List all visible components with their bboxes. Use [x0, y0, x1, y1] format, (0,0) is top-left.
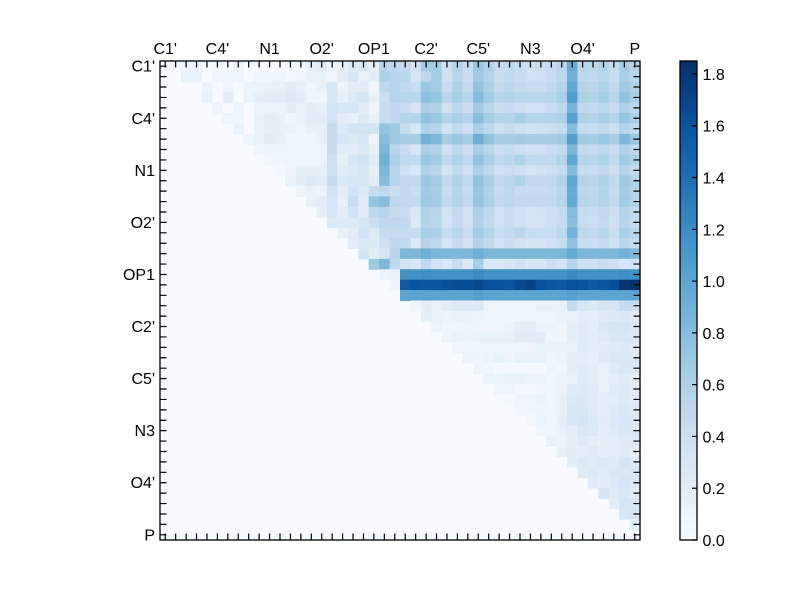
svg-text:1.2: 1.2: [703, 222, 725, 239]
svg-text:C5': C5': [131, 371, 155, 388]
svg-text:C5': C5': [467, 41, 491, 58]
svg-text:1.6: 1.6: [703, 119, 725, 136]
svg-text:O2': O2': [309, 41, 333, 58]
svg-text:0.0: 0.0: [703, 533, 725, 550]
svg-text:N3: N3: [520, 41, 541, 58]
svg-text:P: P: [144, 527, 155, 544]
svg-text:C4': C4': [131, 111, 155, 128]
svg-text:1.0: 1.0: [703, 274, 725, 291]
svg-text:O4': O4': [131, 475, 155, 492]
svg-text:C1': C1': [131, 59, 155, 76]
svg-text:C4': C4': [206, 41, 230, 58]
svg-text:0.6: 0.6: [703, 378, 725, 395]
svg-text:OP1: OP1: [358, 41, 390, 58]
svg-text:N3: N3: [135, 423, 156, 440]
svg-text:C1': C1': [153, 41, 177, 58]
svg-text:N1: N1: [259, 41, 280, 58]
svg-text:0.8: 0.8: [703, 326, 725, 343]
svg-text:C2': C2': [414, 41, 438, 58]
svg-text:0.4: 0.4: [703, 429, 725, 446]
svg-text:O4': O4': [570, 41, 594, 58]
svg-text:1.8: 1.8: [703, 67, 725, 84]
svg-text:P: P: [629, 41, 640, 58]
svg-text:N1: N1: [135, 163, 156, 180]
svg-text:0.2: 0.2: [703, 481, 725, 498]
svg-text:O2': O2': [131, 215, 155, 232]
svg-text:C2': C2': [131, 319, 155, 336]
svg-text:1.4: 1.4: [703, 171, 725, 188]
svg-text:OP1: OP1: [123, 267, 155, 284]
